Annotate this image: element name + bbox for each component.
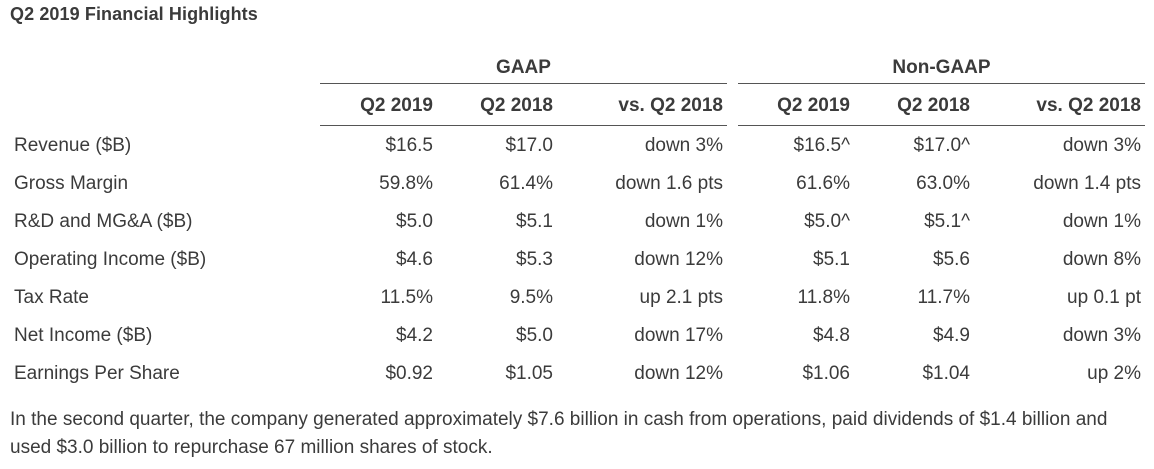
- table-cell: down 12%: [634, 249, 723, 270]
- table-cell: $17.0: [505, 135, 553, 156]
- column-header-nongaap-q2-2019: Q2 2019: [777, 95, 850, 116]
- table-cell: down 17%: [634, 325, 723, 346]
- table-cell: 11.8%: [797, 287, 850, 308]
- table-cell: $16.5^: [793, 135, 850, 156]
- table-cell: down 3%: [1062, 325, 1141, 346]
- table-cell: $5.0: [396, 211, 433, 232]
- table-cell: up 2.1 pts: [639, 287, 723, 308]
- gaap-group-rule: [320, 83, 727, 84]
- table-cell: down 1.6 pts: [615, 173, 723, 194]
- table-cell: 61.4%: [499, 173, 553, 194]
- table-cell: $4.9: [933, 325, 970, 346]
- row-label-gross-margin: Gross Margin: [14, 173, 129, 194]
- column-header-rule-nongaap: [738, 125, 1145, 126]
- table-cell: down 3%: [644, 135, 723, 156]
- table-cell: $5.0: [516, 325, 553, 346]
- table-cell: 9.5%: [509, 287, 553, 308]
- table-cell: down 1%: [644, 211, 723, 232]
- column-header-rule-gaap: [320, 125, 727, 126]
- row-label-rd-mga: R&D and MG&A ($B): [14, 211, 193, 232]
- table-cell: down 12%: [634, 363, 723, 384]
- row-label-operating-income: Operating Income ($B): [14, 249, 207, 270]
- table-cell: up 0.1 pt: [1067, 287, 1141, 308]
- row-label-net-income: Net Income ($B): [14, 325, 153, 346]
- table-cell: down 8%: [1062, 249, 1141, 270]
- table-cell: $4.8: [813, 325, 850, 346]
- table-cell: $5.3: [516, 249, 553, 270]
- table-cell: $5.1: [813, 249, 850, 270]
- table-cell: 59.8%: [379, 173, 433, 194]
- table-cell: $0.92: [385, 363, 433, 384]
- table-cell: $5.6: [933, 249, 970, 270]
- table-cell: $1.04: [922, 363, 970, 384]
- table-cell: $4.6: [396, 249, 433, 270]
- column-header-nongaap-vs: vs. Q2 2018: [1036, 95, 1141, 116]
- table-cell: $5.1: [516, 211, 553, 232]
- page-title: Q2 2019 Financial Highlights: [10, 4, 258, 24]
- table-cell: 63.0%: [916, 173, 970, 194]
- table-cell: 11.7%: [917, 287, 970, 308]
- nongaap-group-header: Non-GAAP: [892, 57, 991, 78]
- row-label-tax-rate: Tax Rate: [14, 287, 89, 308]
- table-cell: $1.06: [802, 363, 850, 384]
- table-cell: $1.05: [505, 363, 553, 384]
- row-label-revenue: Revenue ($B): [14, 135, 132, 156]
- table-cell: down 1%: [1062, 211, 1141, 232]
- row-label-eps: Earnings Per Share: [14, 363, 180, 384]
- column-header-nongaap-q2-2018: Q2 2018: [897, 95, 970, 116]
- table-cell: up 2%: [1087, 363, 1141, 384]
- table-cell: $4.2: [396, 325, 433, 346]
- table-cell: $5.0^: [804, 211, 850, 232]
- column-header-gaap-q2-2019: Q2 2019: [360, 95, 433, 116]
- table-cell: down 1.4 pts: [1033, 173, 1141, 194]
- gaap-group-header: GAAP: [496, 57, 551, 78]
- table-cell: $17.0^: [913, 135, 970, 156]
- table-cell: down 3%: [1062, 135, 1141, 156]
- table-cell: $5.1^: [924, 211, 970, 232]
- table-cell: 61.6%: [796, 173, 850, 194]
- table-cell: $16.5: [385, 135, 433, 156]
- nongaap-group-rule: [738, 83, 1145, 84]
- column-header-gaap-q2-2018: Q2 2018: [480, 95, 553, 116]
- table-cell: 11.5%: [380, 287, 433, 308]
- footnote-paragraph: In the second quarter, the company gener…: [10, 409, 1108, 458]
- column-header-gaap-vs: vs. Q2 2018: [618, 95, 723, 116]
